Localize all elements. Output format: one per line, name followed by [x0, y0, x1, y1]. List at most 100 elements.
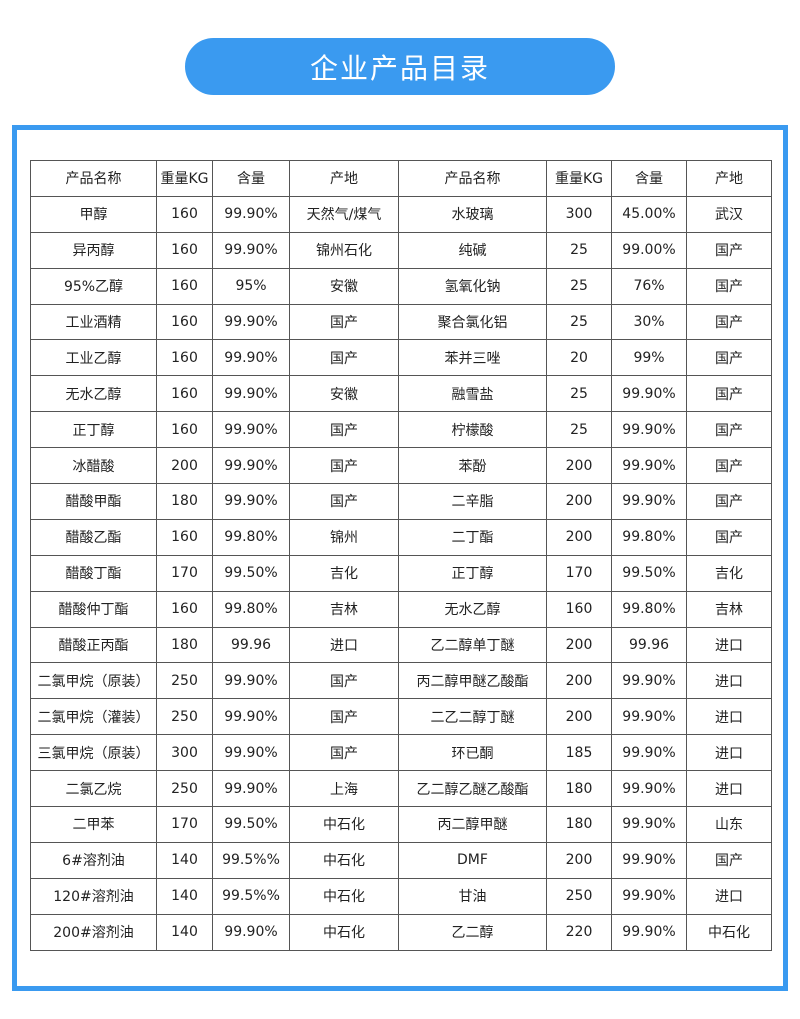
cell-weight: 220 — [546, 913, 612, 951]
table-row: 醋酸乙酯 160 99.80% 锦州 二丁酯 200 99.80% 国产 — [30, 518, 772, 556]
cell-origin: 进口 — [686, 770, 772, 808]
cell-weight: 160 — [156, 339, 213, 377]
cell-product-name: 水玻璃 — [398, 195, 547, 233]
cell-product-name: 正丁醇 — [30, 411, 157, 449]
table-row: 95%乙醇 160 95% 安徽 氢氧化钠 25 76% 国产 — [30, 267, 772, 305]
cell-weight: 25 — [546, 267, 612, 305]
header-content: 含量 — [212, 160, 290, 197]
cell-content: 99.90% — [212, 447, 290, 485]
cell-product-name: 丙二醇甲醚乙酸酯 — [398, 662, 547, 700]
cell-weight: 170 — [156, 806, 213, 843]
cell-origin: 进口 — [686, 734, 772, 772]
cell-content: 99.90% — [212, 698, 290, 736]
cell-origin: 进口 — [686, 698, 772, 736]
cell-product-name: 95%乙醇 — [30, 267, 157, 305]
header-weight: 重量KG — [156, 160, 213, 197]
cell-weight: 300 — [546, 195, 612, 233]
cell-origin: 中石化 — [289, 913, 399, 951]
cell-product-name: 二丁酯 — [398, 518, 547, 556]
cell-origin: 中石化 — [289, 877, 399, 915]
cell-origin: 进口 — [686, 662, 772, 700]
cell-content: 99.90% — [611, 447, 687, 485]
cell-content: 99.90% — [212, 913, 290, 951]
cell-weight: 140 — [156, 841, 213, 879]
table-frame — [12, 125, 788, 991]
cell-weight: 160 — [156, 231, 213, 269]
cell-content: 99.90% — [212, 339, 290, 377]
cell-weight: 25 — [546, 411, 612, 449]
cell-weight: 160 — [156, 518, 213, 556]
cell-origin: 中石化 — [289, 806, 399, 843]
cell-weight: 160 — [156, 590, 213, 628]
cell-product-name: 甘油 — [398, 877, 547, 915]
cell-content: 99.90% — [611, 913, 687, 951]
cell-content: 99.80% — [212, 518, 290, 556]
cell-weight: 25 — [546, 231, 612, 269]
cell-content: 99.50% — [212, 554, 290, 592]
cell-content: 99.96 — [611, 626, 687, 664]
cell-content: 99.80% — [611, 590, 687, 628]
cell-product-name: DMF — [398, 841, 547, 879]
cell-origin: 国产 — [289, 483, 399, 520]
cell-product-name: 苯酚 — [398, 447, 547, 485]
cell-origin: 吉化 — [686, 554, 772, 592]
cell-origin: 国产 — [686, 303, 772, 341]
cell-content: 99.90% — [212, 734, 290, 772]
cell-weight: 250 — [156, 698, 213, 736]
cell-content: 99.90% — [212, 231, 290, 269]
cell-product-name: 纯碱 — [398, 231, 547, 269]
cell-product-name: 丙二醇甲醚 — [398, 806, 547, 843]
cell-origin: 国产 — [289, 447, 399, 485]
cell-weight: 200 — [156, 447, 213, 485]
table-row: 醋酸正丙酯 180 99.96 进口 乙二醇单丁醚 200 99.96 进口 — [30, 626, 772, 664]
cell-origin: 武汉 — [686, 195, 772, 233]
cell-product-name: 苯并三唑 — [398, 339, 547, 377]
cell-product-name: 二辛脂 — [398, 483, 547, 520]
cell-product-name: 二甲苯 — [30, 806, 157, 843]
cell-content: 99.90% — [212, 303, 290, 341]
cell-weight: 200 — [546, 518, 612, 556]
cell-content: 45.00% — [611, 195, 687, 233]
cell-weight: 180 — [156, 626, 213, 664]
cell-content: 99.80% — [611, 518, 687, 556]
cell-product-name: 柠檬酸 — [398, 411, 547, 449]
table-row: 120#溶剂油 140 99.5%% 中石化 甘油 250 99.90% 进口 — [30, 877, 772, 915]
cell-origin: 中石化 — [686, 913, 772, 951]
cell-product-name: 正丁醇 — [398, 554, 547, 592]
cell-product-name: 醋酸甲酯 — [30, 483, 157, 520]
cell-product-name: 工业乙醇 — [30, 339, 157, 377]
table-header-row: 产品名称 重量KG 含量 产地 产品名称 重量KG 含量 产地 — [30, 160, 772, 197]
cell-product-name: 醋酸正丙酯 — [30, 626, 157, 664]
cell-content: 99.90% — [611, 411, 687, 449]
cell-origin: 国产 — [686, 339, 772, 377]
cell-weight: 200 — [546, 626, 612, 664]
cell-product-name: 二氯甲烷（原装） — [30, 662, 157, 700]
table-row: 二氯甲烷（灌装） 250 99.90% 国产 二乙二醇丁醚 200 99.90% 进口 — [30, 698, 772, 736]
cell-content: 99.5%% — [212, 841, 290, 879]
cell-product-name: 无水乙醇 — [30, 375, 157, 413]
cell-product-name: 醋酸仲丁酯 — [30, 590, 157, 628]
cell-weight: 250 — [546, 877, 612, 915]
header-origin: 产地 — [289, 160, 399, 197]
cell-content: 99.90% — [611, 483, 687, 520]
cell-content: 99.80% — [212, 590, 290, 628]
cell-weight: 200 — [546, 698, 612, 736]
cell-origin: 进口 — [289, 626, 399, 664]
table-row: 醋酸仲丁酯 160 99.80% 吉林 无水乙醇 160 99.80% 吉林 — [30, 590, 772, 628]
cell-product-name: 聚合氯化铝 — [398, 303, 547, 341]
cell-weight: 25 — [546, 303, 612, 341]
cell-product-name: 醋酸丁酯 — [30, 554, 157, 592]
cell-origin: 国产 — [686, 518, 772, 556]
table-row: 异丙醇 160 99.90% 锦州石化 纯碱 25 99.00% 国产 — [30, 231, 772, 269]
cell-origin: 国产 — [686, 841, 772, 879]
cell-content: 99.00% — [611, 231, 687, 269]
cell-origin: 国产 — [289, 734, 399, 772]
cell-content: 99.50% — [611, 554, 687, 592]
cell-origin: 安徽 — [289, 267, 399, 305]
cell-product-name: 二氯乙烷 — [30, 770, 157, 808]
cell-product-name: 二氯甲烷（灌装） — [30, 698, 157, 736]
cell-origin: 吉林 — [686, 590, 772, 628]
cell-content: 99.90% — [212, 195, 290, 233]
cell-content: 99.90% — [212, 411, 290, 449]
cell-product-name: 三氯甲烷（原装） — [30, 734, 157, 772]
